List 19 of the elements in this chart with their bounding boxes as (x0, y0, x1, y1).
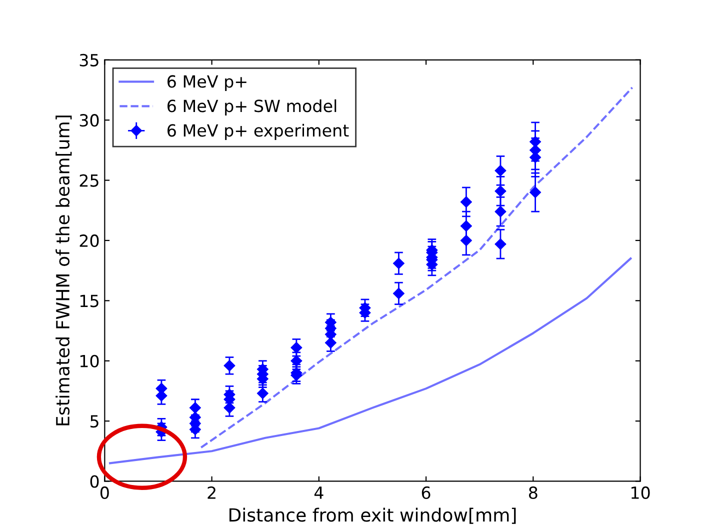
legend-label: 6 MeV p+ SW model (168, 99, 336, 116)
x-tick-label: 10 (632, 486, 650, 499)
legend-label: 6 MeV p+ experiment (168, 124, 349, 140)
x-tick-label: 8 (528, 486, 538, 499)
y-tick-label: 20 (80, 234, 99, 248)
x-axis-title: Distance from exit window[mm] (230, 508, 516, 524)
legend-label: 6 MeV p+ (168, 75, 246, 92)
y-tick-label: 5 (90, 415, 98, 428)
y-tick-label: 30 (80, 114, 99, 127)
y-axis-title: Estimated FWHM of the beam[um] (56, 116, 72, 426)
x-tick-label: 0 (100, 486, 109, 499)
x-tick-label: 6 (422, 486, 430, 499)
x-tick-label: 2 (208, 486, 216, 499)
x-tick-label: 4 (314, 486, 324, 499)
y-tick-label: 0 (90, 475, 99, 488)
y-tick-label: 25 (80, 174, 98, 187)
y-tick-label: 15 (80, 294, 98, 308)
y-tick-label: 35 (80, 54, 98, 66)
y-tick-label: 10 (80, 354, 99, 368)
